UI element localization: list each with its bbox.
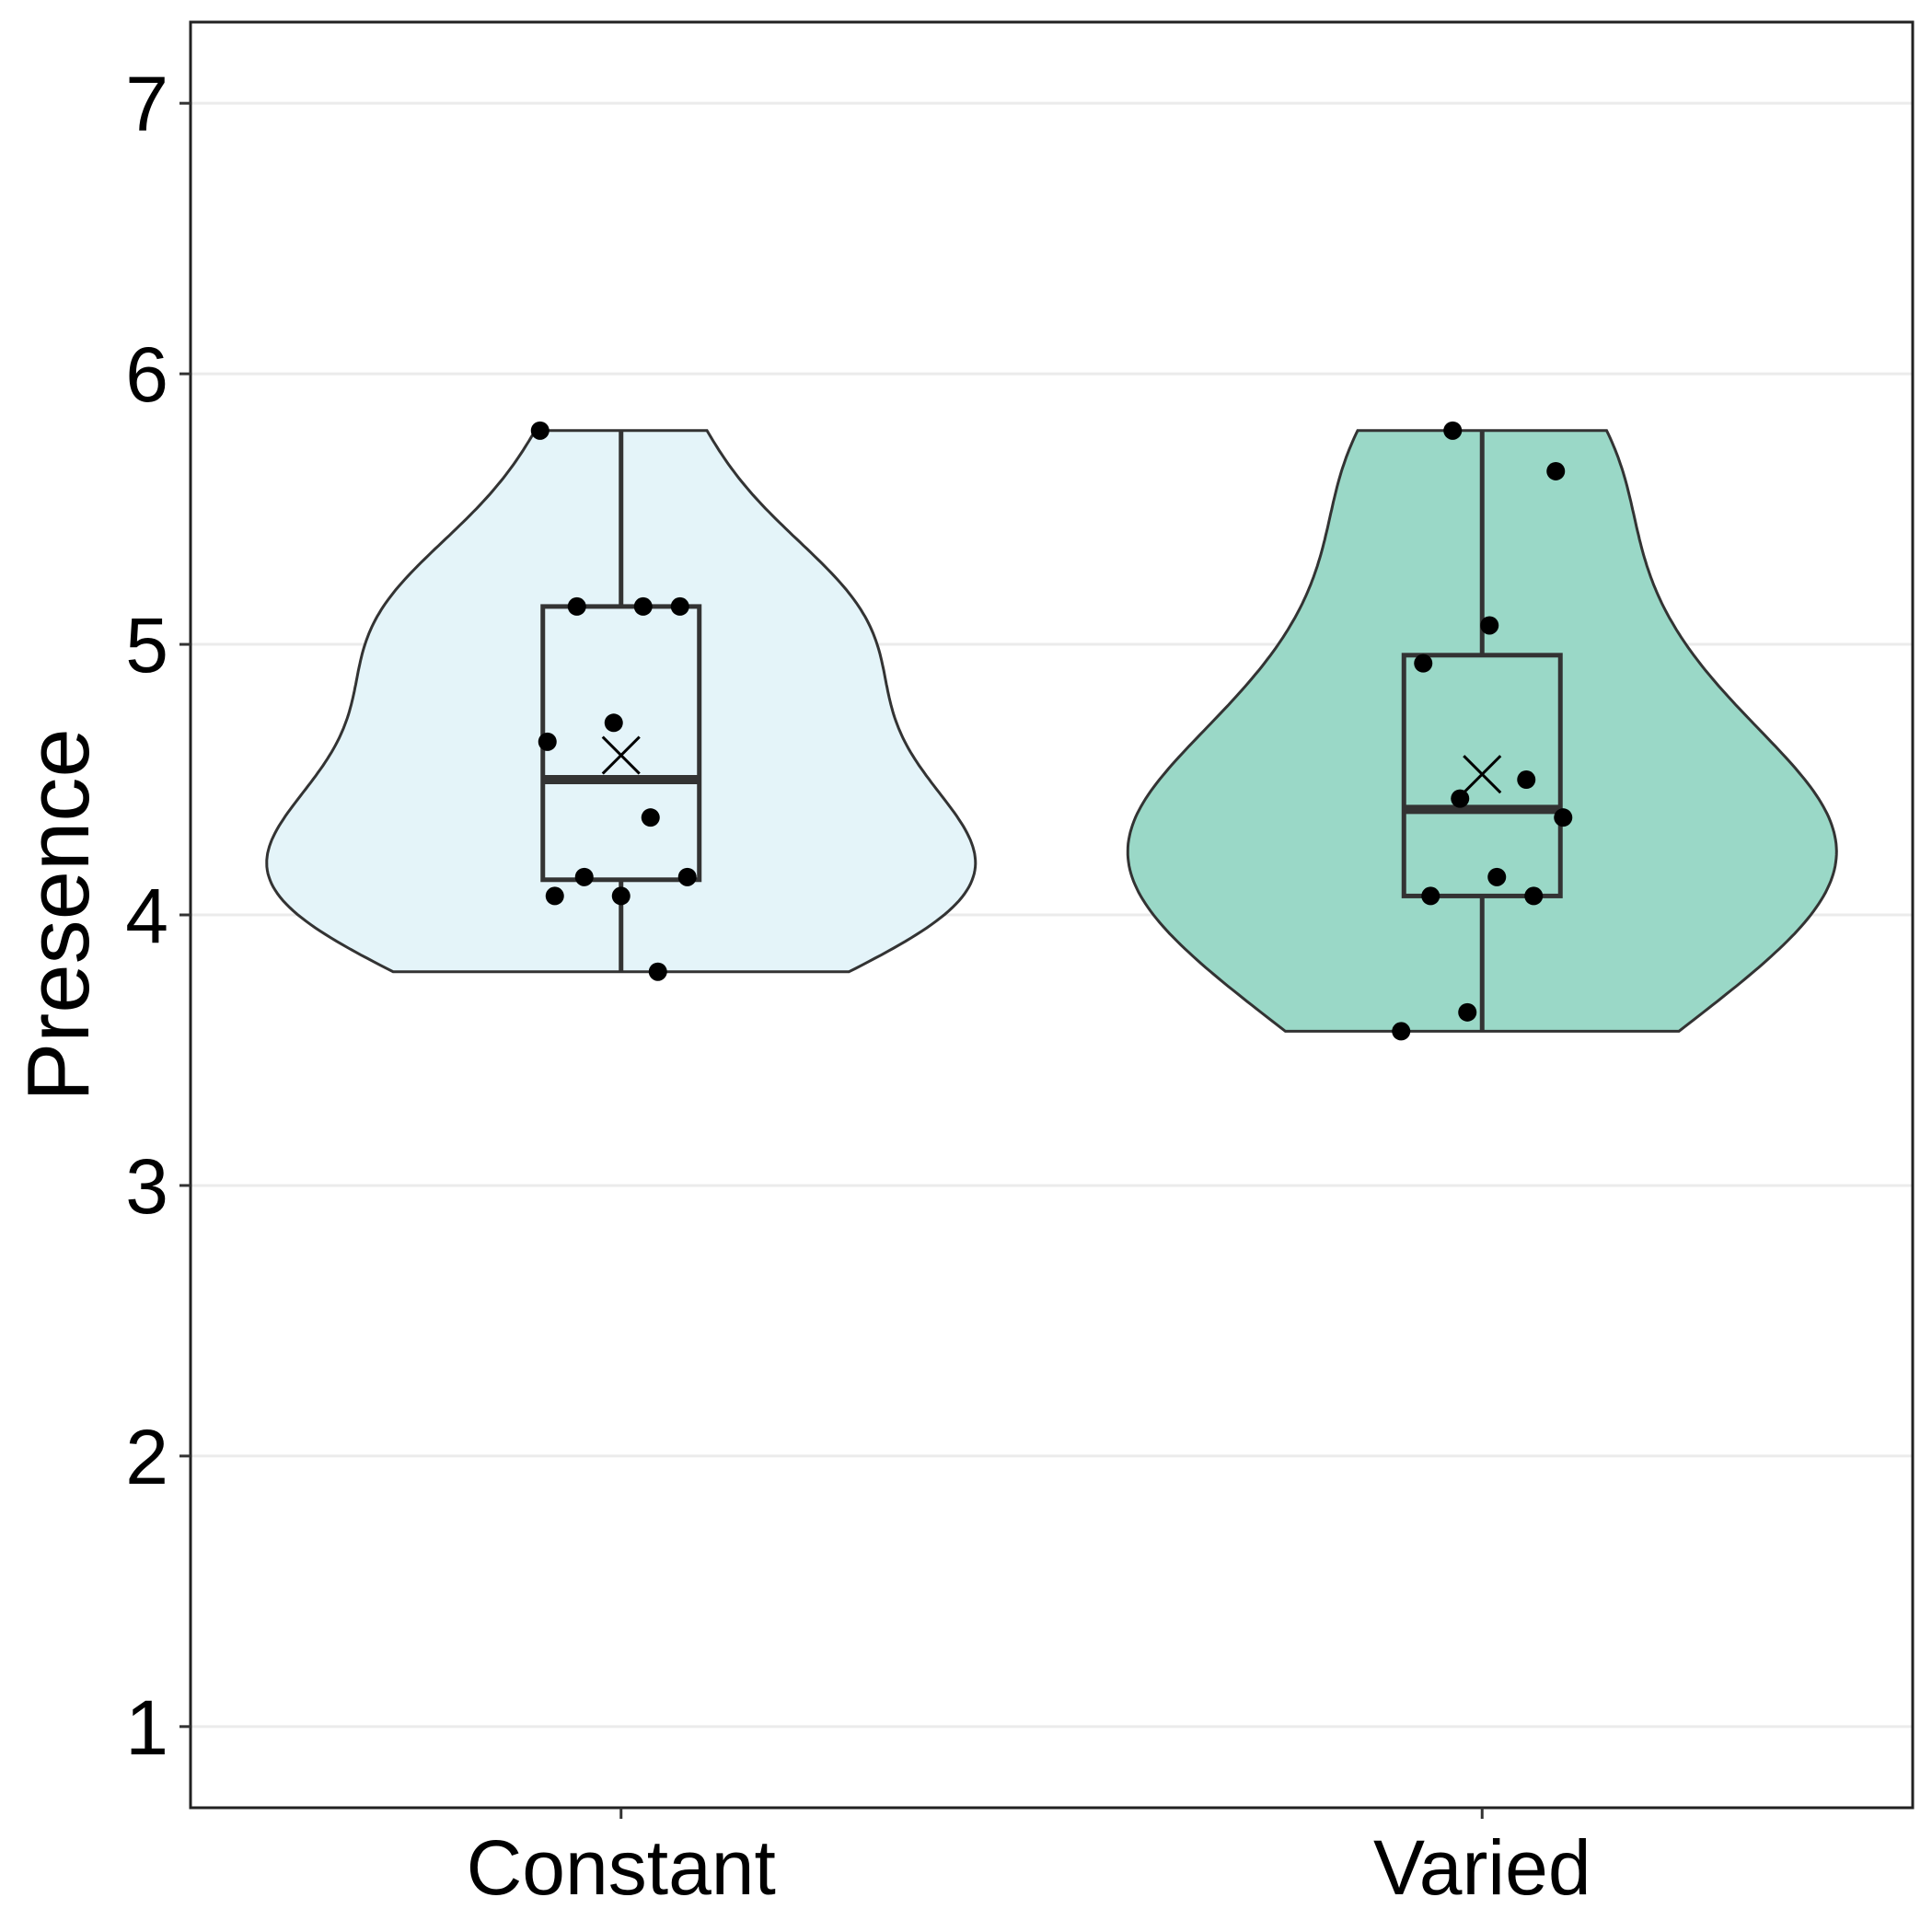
- mean-markers: [601, 735, 1502, 794]
- data-point-constant: [648, 962, 667, 981]
- data-point-constant: [611, 886, 631, 906]
- data-point-constant: [574, 867, 594, 886]
- data-points: [530, 421, 1573, 1041]
- y-tick-label-5: 5: [125, 602, 168, 688]
- mean-marker-constant: [601, 735, 641, 775]
- y-tick-label-4: 4: [125, 873, 168, 959]
- data-point-varied: [1487, 867, 1507, 886]
- y-tick-label-2: 2: [125, 1414, 168, 1500]
- data-point-constant: [545, 886, 564, 906]
- mean-marker-varied: [1463, 755, 1502, 794]
- y-tick-label-6: 6: [125, 331, 168, 418]
- data-point-varied: [1392, 1022, 1411, 1041]
- data-point-constant: [670, 596, 689, 616]
- x-tick-label-constant: Constant: [467, 1824, 776, 1911]
- data-point-varied: [1546, 461, 1566, 480]
- x-tick-label-varied: Varied: [1373, 1824, 1591, 1911]
- data-point-varied: [1480, 616, 1499, 635]
- data-point-varied: [1451, 789, 1470, 808]
- data-point-varied: [1421, 886, 1440, 906]
- y-axis-title: Presence: [9, 728, 108, 1102]
- y-tick-label-1: 1: [125, 1684, 168, 1771]
- y-tick-label-3: 3: [125, 1143, 168, 1230]
- data-point-varied: [1554, 808, 1573, 827]
- data-point-varied: [1443, 421, 1463, 440]
- y-tick-label-7: 7: [125, 61, 168, 147]
- data-point-constant: [530, 421, 550, 440]
- box-constant: [540, 604, 702, 883]
- data-point-constant: [633, 596, 653, 616]
- data-point-varied: [1414, 654, 1433, 673]
- data-point-constant: [604, 713, 623, 733]
- data-point-constant: [677, 867, 697, 886]
- data-point-varied: [1458, 1002, 1477, 1022]
- data-point-constant: [538, 732, 557, 751]
- data-point-constant: [641, 808, 660, 827]
- axes: 1 2 3 4 5 6 7 Constant Varied: [125, 61, 1591, 1911]
- data-point-varied: [1524, 886, 1544, 906]
- data-point-varied: [1517, 770, 1536, 790]
- data-point-constant: [567, 596, 586, 616]
